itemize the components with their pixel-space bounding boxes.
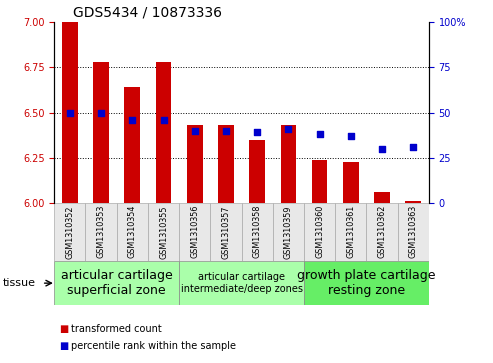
Point <box>378 146 386 152</box>
Text: ■: ■ <box>59 323 69 334</box>
Text: articular cartilage
superficial zone: articular cartilage superficial zone <box>61 269 173 297</box>
Text: GSM1310360: GSM1310360 <box>315 205 324 258</box>
Bar <box>405 201 421 203</box>
Text: GSM1310353: GSM1310353 <box>97 205 106 258</box>
Point <box>284 126 292 132</box>
Point <box>66 110 74 115</box>
Bar <box>273 203 304 261</box>
Bar <box>179 261 304 305</box>
Bar <box>281 125 296 203</box>
Point <box>316 131 323 137</box>
Bar <box>343 162 359 203</box>
Point <box>253 130 261 135</box>
Text: transformed count: transformed count <box>71 323 162 334</box>
Bar <box>304 261 429 305</box>
Bar <box>124 87 140 203</box>
Text: GSM1310363: GSM1310363 <box>409 205 418 258</box>
Bar <box>374 192 390 203</box>
Bar <box>398 203 429 261</box>
Bar <box>54 203 85 261</box>
Bar <box>249 140 265 203</box>
Bar <box>85 203 117 261</box>
Text: growth plate cartilage
resting zone: growth plate cartilage resting zone <box>297 269 436 297</box>
Bar <box>335 203 366 261</box>
Text: GSM1310359: GSM1310359 <box>284 205 293 258</box>
Text: GSM1310358: GSM1310358 <box>253 205 262 258</box>
Text: GDS5434 / 10873336: GDS5434 / 10873336 <box>73 5 222 19</box>
Point <box>409 144 417 150</box>
Text: GSM1310354: GSM1310354 <box>128 205 137 258</box>
Point <box>222 128 230 134</box>
Text: GSM1310361: GSM1310361 <box>347 205 355 258</box>
Point <box>128 117 136 123</box>
Bar <box>117 203 148 261</box>
Text: percentile rank within the sample: percentile rank within the sample <box>71 340 237 351</box>
Text: GSM1310357: GSM1310357 <box>221 205 230 258</box>
Bar <box>62 22 78 203</box>
Bar <box>179 203 211 261</box>
Point <box>160 117 168 123</box>
Text: tissue: tissue <box>2 278 35 288</box>
Bar <box>242 203 273 261</box>
Point <box>97 110 105 115</box>
Text: GSM1310355: GSM1310355 <box>159 205 168 258</box>
Text: GSM1310352: GSM1310352 <box>66 205 74 258</box>
Bar <box>211 203 242 261</box>
Text: GSM1310362: GSM1310362 <box>378 205 387 258</box>
Text: ■: ■ <box>59 340 69 351</box>
Bar <box>218 125 234 203</box>
Bar <box>187 125 203 203</box>
Bar <box>304 203 335 261</box>
Text: articular cartilage
intermediate/deep zones: articular cartilage intermediate/deep zo… <box>180 272 303 294</box>
Bar <box>366 203 398 261</box>
Point <box>347 133 355 139</box>
Point <box>191 128 199 134</box>
Bar <box>54 261 179 305</box>
Bar <box>148 203 179 261</box>
Text: GSM1310356: GSM1310356 <box>190 205 199 258</box>
Bar <box>312 160 327 203</box>
Bar <box>156 62 172 203</box>
Bar <box>93 62 109 203</box>
